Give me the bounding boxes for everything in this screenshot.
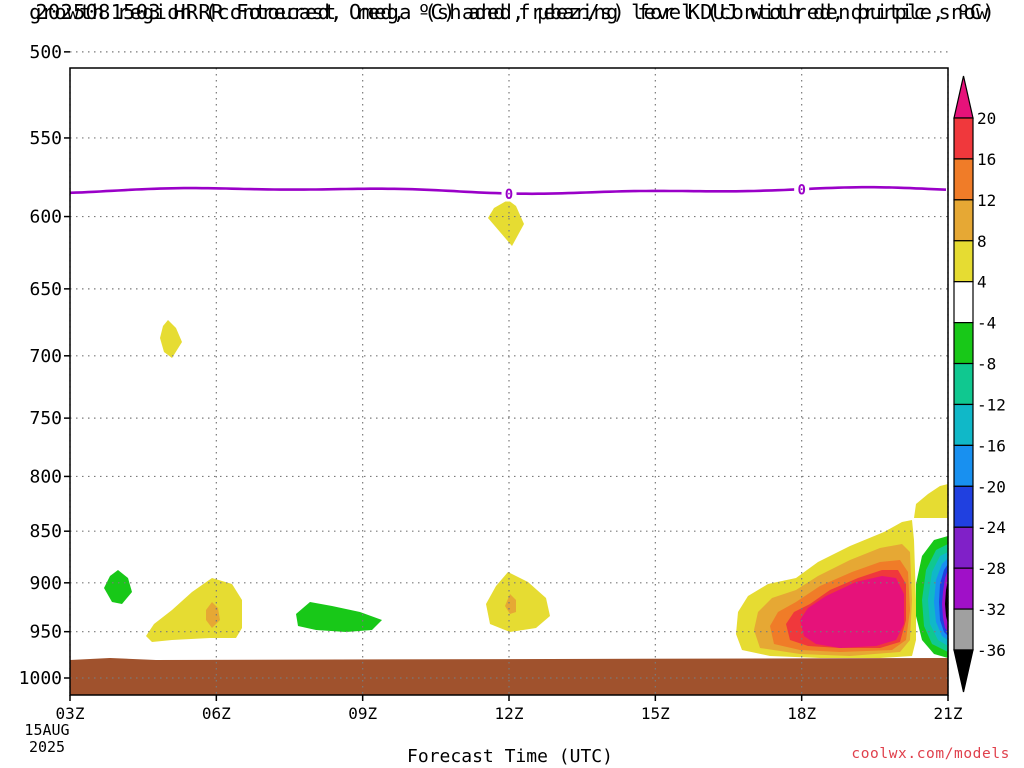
temperature-contours: -18-18-18-12-12-1200: [69, 181, 947, 203]
omega-region-upper-positive: [488, 200, 524, 246]
colorbar-segment: [953, 444, 974, 487]
y-tick-label: 1000: [19, 668, 62, 689]
x-tick-label: 15Z: [641, 704, 670, 723]
colorbar-label: -4: [977, 314, 996, 333]
colorbar-bottom-arrow: [953, 649, 974, 693]
colorbar-segment: [953, 158, 974, 201]
colorbar-top-arrow: [953, 75, 974, 119]
omega-region-low-noon-positive-core: [505, 594, 516, 614]
chart-title-line-1: 2025081503 HRRR Forecast Omega (shaded, …: [35, 0, 989, 24]
colorbar-segment: [953, 240, 974, 283]
x-tick-label: 09Z: [348, 704, 377, 723]
colorbar-label: -28: [977, 559, 1006, 578]
colorbar-label: -8: [977, 355, 996, 374]
colorbar-label: 4: [977, 273, 987, 292]
y-tick-label: 700: [29, 346, 62, 367]
contour-label-background: [794, 181, 810, 198]
omega-region-low-noon-positive: [486, 572, 550, 632]
x-axis-ticks: 03Z 06Z 09Z 12Z 15Z 18Z 21Z: [56, 695, 963, 723]
y-axis-ticks: 2503003504004505005506006507007508008509…: [19, 42, 70, 689]
omega-shading: [104, 200, 948, 658]
y-tick-label: 550: [29, 128, 62, 149]
x-axis-date-day: 15AUG: [24, 721, 70, 739]
contour-label-background: [501, 185, 517, 202]
y-tick-label: 850: [29, 521, 62, 542]
credit-link[interactable]: coolwx.com/models: [851, 746, 1010, 762]
contour-label-freezing-level: 0: [797, 183, 805, 199]
x-axis-label: Forecast Time (UTC): [407, 746, 613, 767]
colorbar-segment: [953, 403, 974, 446]
omega-region-left-mid-positive: [160, 320, 182, 358]
colorbar-label: 16: [977, 150, 996, 169]
x-tick-label: 03Z: [56, 704, 85, 723]
colorbar-segment: [953, 117, 974, 160]
colorbar-segment: [953, 485, 974, 528]
omega-region-right-level-20: [800, 576, 904, 648]
chart-title-line-2: growth region (contoured, red, ºC) and f…: [29, 0, 995, 24]
colorbar-segment: [953, 322, 974, 365]
plot-frame: [69, 67, 949, 696]
x-tick-label: 21Z: [934, 704, 963, 723]
y-tick-label: 950: [29, 622, 62, 643]
omega-region-low-left-positive: [146, 578, 242, 642]
colorbar-segment: [953, 526, 974, 569]
y-tick-label: 600: [29, 207, 62, 228]
omega-region-right-upper-positive: [914, 484, 948, 518]
x-axis-date-year: 2025: [28, 738, 66, 756]
y-tick-label: 800: [29, 466, 62, 487]
x-tick-label: 12Z: [495, 704, 524, 723]
colorbar-label: -32: [977, 600, 1006, 619]
colorbar-segment: [953, 281, 974, 324]
colorbar-segment: [953, 362, 974, 406]
omega-region-low-left-negative: [104, 570, 132, 604]
y-tick-label: 900: [29, 573, 62, 594]
colorbar-label: -16: [977, 436, 1006, 455]
terrain-below-surface: [70, 658, 948, 695]
x-tick-label: 18Z: [787, 704, 816, 723]
y-tick-label: 500: [29, 42, 62, 63]
colorbar-segment: [953, 608, 974, 651]
omega-colorbar: 20 16 12 8 4 -4 -8 -12 -16 -20 -24 -28 -32 -36: [953, 75, 1006, 693]
y-tick-label: 650: [29, 279, 62, 300]
colorbar-label: -12: [977, 395, 1006, 414]
colorbar-label: -36: [977, 641, 1006, 660]
colorbar-label: 8: [977, 232, 987, 251]
colorbar-label: -20: [977, 477, 1006, 496]
colorbar-segment: [953, 199, 974, 242]
colorbar-label: -24: [977, 518, 1006, 537]
omega-region-low-mid-negative: [296, 602, 382, 632]
colorbar-label: 20: [977, 109, 996, 128]
y-tick-label: 750: [29, 408, 62, 429]
colorbar-label: 12: [977, 191, 996, 210]
colorbar-segment: [953, 567, 974, 610]
contour-label-freezing-level: 0: [505, 187, 513, 203]
x-tick-label: 06Z: [202, 704, 231, 723]
